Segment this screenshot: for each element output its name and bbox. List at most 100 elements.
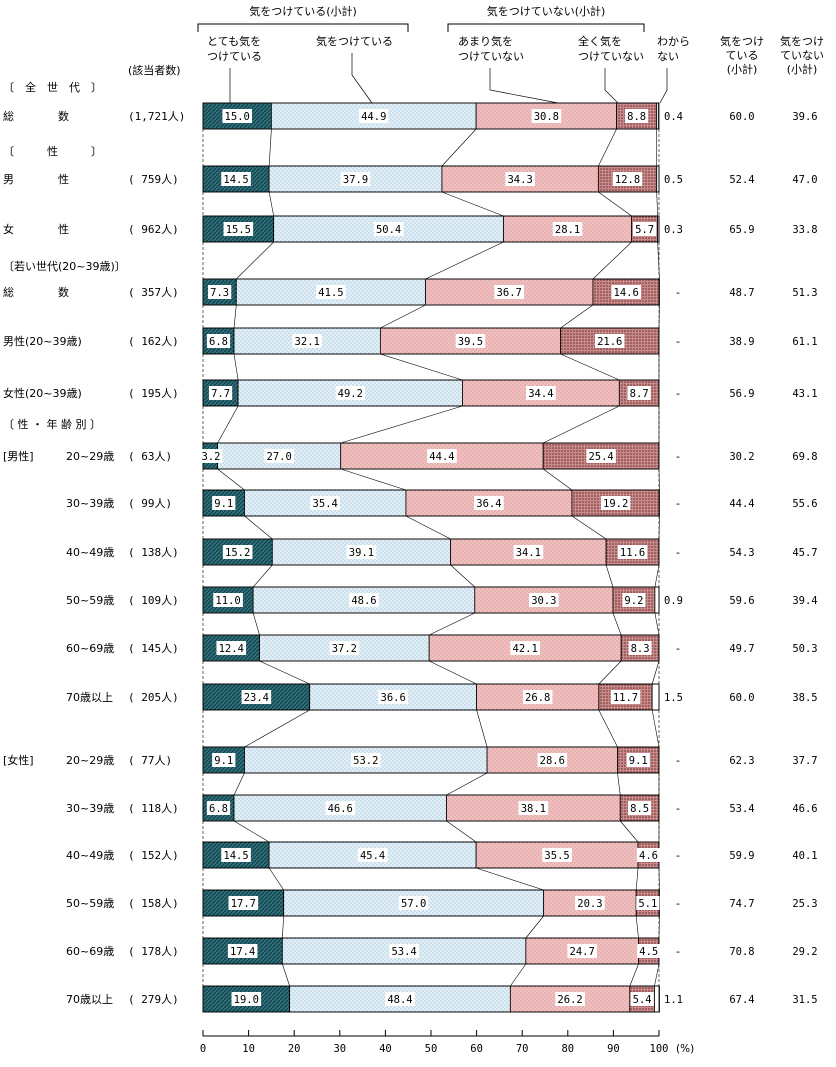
value-label-bg xyxy=(531,109,562,123)
x-tick-label: 90 xyxy=(607,1043,620,1055)
nocare-subtotal: 43.1 xyxy=(792,388,817,400)
row-label: 70歳以上 xyxy=(66,691,113,704)
unknown-value: - xyxy=(676,945,680,958)
value-label-bg xyxy=(612,172,643,186)
value-label-bg xyxy=(636,896,660,910)
row-count: ( 158人) xyxy=(128,897,179,910)
value-label: 8.7 xyxy=(630,388,649,400)
nocare-subtotal: 45.7 xyxy=(792,547,817,559)
legend-very-label: とても気を xyxy=(207,34,261,48)
value-label-bg xyxy=(628,801,652,815)
bar-frame xyxy=(202,278,660,306)
value-label: 12.4 xyxy=(219,643,244,655)
value-label: 19.0 xyxy=(234,994,259,1006)
value-label: 34.4 xyxy=(528,388,553,400)
value-label: 6.8 xyxy=(209,803,228,815)
value-label: 5.4 xyxy=(633,994,652,1006)
connector-line xyxy=(233,820,270,843)
row-label: 女 性 xyxy=(3,222,69,236)
connector-line xyxy=(340,405,463,444)
nocare-subtotal: 39.6 xyxy=(792,111,817,123)
section-label: 〔 性 〕 xyxy=(3,144,102,158)
unknown-value: - xyxy=(676,546,680,559)
connector-line xyxy=(252,612,260,636)
value-label: 50.4 xyxy=(376,224,401,236)
connector-line xyxy=(268,128,272,167)
connector-line xyxy=(450,564,475,588)
unknown-value: - xyxy=(676,849,680,862)
connector-line xyxy=(598,660,622,685)
value-label: 14.5 xyxy=(223,174,248,186)
row-label: 20~29歳 xyxy=(66,450,114,463)
value-label: 15.2 xyxy=(225,547,250,559)
row-count: ( 77人) xyxy=(128,754,172,767)
care-subtotal-column-header: 気をつけ xyxy=(720,34,764,48)
row-count: ( 357人) xyxy=(128,286,179,299)
row-count: ( 162人) xyxy=(128,335,179,348)
value-label-bg xyxy=(340,172,371,186)
unknown-value: - xyxy=(676,754,680,767)
nocare-subtotal: 40.1 xyxy=(792,850,817,862)
value-label-bg xyxy=(518,801,549,815)
value-label-bg xyxy=(378,690,408,704)
value-label: 11.7 xyxy=(613,692,638,704)
care-subtotal: 67.4 xyxy=(729,994,754,1006)
care-subtotal: 49.7 xyxy=(729,643,754,655)
connector-line xyxy=(525,915,544,939)
bar-frame xyxy=(202,985,660,1013)
value-label-bg xyxy=(212,496,236,510)
unknown-value: - xyxy=(676,286,680,299)
value-label: 27.0 xyxy=(267,451,292,463)
row-label: 50~59歳 xyxy=(66,897,114,910)
value-label-bg xyxy=(542,848,572,862)
unknown-value: 0.3 xyxy=(664,224,683,236)
value-label-bg xyxy=(208,285,232,299)
care-subtotal: 56.9 xyxy=(729,388,754,400)
legend-unknown-pointer xyxy=(659,68,668,104)
value-label-bg xyxy=(346,545,377,559)
value-label-bg xyxy=(611,285,641,299)
value-label: 14.6 xyxy=(614,287,639,299)
value-label-bg xyxy=(208,386,233,400)
value-label: 34.1 xyxy=(516,547,541,559)
row-count: ( 63人) xyxy=(128,450,172,463)
legend-very-label: つけている xyxy=(207,50,262,63)
bar-frame xyxy=(202,379,660,407)
unknown-value: - xyxy=(676,897,680,910)
unknown-value: - xyxy=(676,387,680,400)
nocare-subtotal-column-header: 気をつけ xyxy=(780,34,824,48)
value-label-bg xyxy=(228,896,259,910)
value-label-bg xyxy=(231,992,262,1006)
bar-segment-unknown xyxy=(654,586,660,614)
connector-line xyxy=(560,353,620,381)
legend-unknown-label: わから xyxy=(657,35,690,48)
value-label: 9.1 xyxy=(214,755,233,767)
value-label: 42.1 xyxy=(513,643,538,655)
connector-line xyxy=(571,515,607,540)
value-label-bg xyxy=(474,496,504,510)
connector-line xyxy=(510,963,527,987)
care-subtotal: 54.3 xyxy=(729,547,754,559)
connector-line xyxy=(441,191,504,217)
connector-line xyxy=(244,515,273,540)
unknown-value: - xyxy=(676,497,680,510)
value-label: 5.1 xyxy=(638,898,657,910)
connector-line xyxy=(629,963,639,987)
value-label: 48.6 xyxy=(351,595,376,607)
care-subtotal: 74.7 xyxy=(729,898,754,910)
connector-line xyxy=(620,820,639,843)
value-label: 53.2 xyxy=(353,755,378,767)
row-count: ( 205人) xyxy=(128,691,179,704)
nocare-subtotal: 29.2 xyxy=(792,946,817,958)
connector-line xyxy=(617,772,621,796)
section-label: 〔若い世代(20~39歳)〕 xyxy=(3,260,126,273)
bar-frame xyxy=(202,102,660,130)
connector-line xyxy=(425,241,504,280)
row-count: ( 118人) xyxy=(128,802,179,815)
connector-line xyxy=(654,564,660,588)
legend-notmuch-pointer xyxy=(489,68,559,104)
row-label: 40~49歳 xyxy=(66,546,114,559)
bar-frame xyxy=(202,215,660,243)
unknown-value: 0.4 xyxy=(664,111,683,123)
